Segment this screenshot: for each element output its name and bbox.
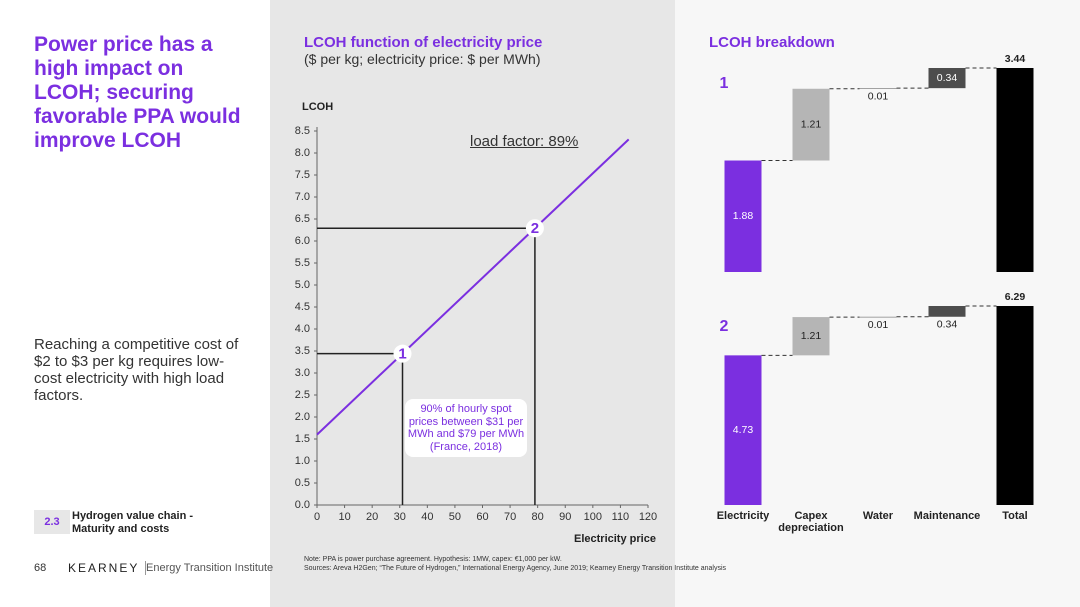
line	[316, 138, 630, 436]
bar	[928, 306, 966, 317]
x-tick-label: 20	[366, 511, 378, 523]
chapter-number: 2.3	[34, 510, 70, 534]
x-tick-label: 40	[421, 511, 433, 523]
y-tick-label: 6.5	[295, 213, 310, 225]
value-label: 0.01	[868, 91, 889, 103]
page-number: 68	[34, 562, 47, 574]
annotation: load factor: 89%	[470, 133, 579, 150]
body-text: Reaching a competitive cost of $2 to $3 …	[34, 336, 239, 404]
value-label: 1.88	[733, 210, 754, 222]
bar	[792, 88, 830, 161]
note: Note: PPA is power purchase agreement. H…	[304, 556, 562, 563]
chapter-label: Hydrogen value chain - Maturity and cost…	[72, 510, 194, 535]
y-tick-label: 7.0	[295, 191, 310, 203]
x-axis-label: Electricity price	[574, 533, 656, 545]
panel-label: 1	[720, 75, 729, 92]
x-tick-label: 120	[639, 511, 657, 523]
y-tick-label: 2.5	[295, 389, 310, 401]
x-tick-label: 80	[532, 511, 544, 523]
y-tick-label: 0.5	[295, 477, 310, 489]
y-tick-label: 7.5	[295, 169, 310, 181]
point-label: 2	[531, 220, 539, 237]
x-tick-label: 90	[559, 511, 571, 523]
x-tick-label: 70	[504, 511, 516, 523]
line-subtitle: ($ per kg; electricity price: $ per MWh)	[304, 51, 541, 67]
x-tick-label: Water	[862, 510, 894, 522]
mid-panel	[270, 0, 675, 607]
value-label: 1.21	[801, 118, 822, 130]
y-axis-label: LCOH	[302, 101, 334, 113]
brand: KEARNEY	[68, 561, 147, 575]
x-tick-label: Total	[1002, 510, 1028, 522]
headline: Power price has a high impact on LCOH; s…	[34, 33, 241, 152]
y-tick-label: 4.0	[295, 323, 310, 335]
bar	[724, 160, 762, 272]
y-tick-label: 6.0	[295, 235, 310, 247]
value-label: 0.34	[937, 72, 958, 84]
y-tick-label: 1.5	[295, 433, 310, 445]
bar	[859, 88, 897, 89]
bar	[996, 68, 1034, 272]
x-tick-label: 110	[612, 511, 630, 523]
value-label: 4.73	[733, 424, 754, 436]
y-tick-label: 0.0	[295, 499, 310, 511]
x-tick-label: Capex depreciation	[778, 510, 844, 534]
point-label: 1	[398, 346, 406, 363]
bar	[859, 316, 897, 318]
value-label: 3.44	[1005, 53, 1026, 65]
point	[525, 219, 544, 238]
x-tick-label: 30	[394, 511, 406, 523]
y-tick-label: 8.5	[295, 125, 310, 137]
value-label: 0.34	[937, 319, 958, 331]
waterfall-title: LCOH breakdown	[709, 34, 835, 51]
bar	[792, 317, 830, 356]
bar	[928, 68, 966, 89]
x-tick-label: 10	[338, 511, 350, 523]
y-tick-label: 4.5	[295, 301, 310, 313]
y-tick-label: 2.0	[295, 411, 310, 423]
y-tick-label: 1.0	[295, 455, 310, 467]
value-label: 0.01	[868, 319, 889, 331]
line-title: LCOH function of electricity price	[304, 34, 543, 51]
value-label: 1.21	[801, 330, 822, 342]
institute: Energy Transition Institute	[146, 562, 274, 574]
callout: 90% of hourly spot prices between $31 pe…	[405, 399, 527, 457]
x-tick-label: 100	[584, 511, 602, 523]
sources: Sources: Areva H2Gen; “The Future of Hyd…	[304, 565, 727, 572]
bar	[996, 306, 1034, 505]
value-label: 6.29	[1005, 291, 1026, 303]
x-tick-label: 0	[314, 511, 320, 523]
x-tick-label: Electricity	[716, 510, 770, 522]
panel-label: 2	[720, 318, 729, 335]
y-tick-label: 8.0	[295, 147, 310, 159]
bar	[724, 355, 762, 505]
y-tick-label: 5.0	[295, 279, 310, 291]
x-tick-label: 60	[476, 511, 488, 523]
x-tick-label: 50	[449, 511, 461, 523]
y-tick-label: 3.0	[295, 367, 310, 379]
x-tick-label: Maintenance	[913, 510, 981, 522]
y-tick-label: 3.5	[295, 345, 310, 357]
point	[393, 344, 412, 363]
y-tick-label: 5.5	[295, 257, 310, 269]
